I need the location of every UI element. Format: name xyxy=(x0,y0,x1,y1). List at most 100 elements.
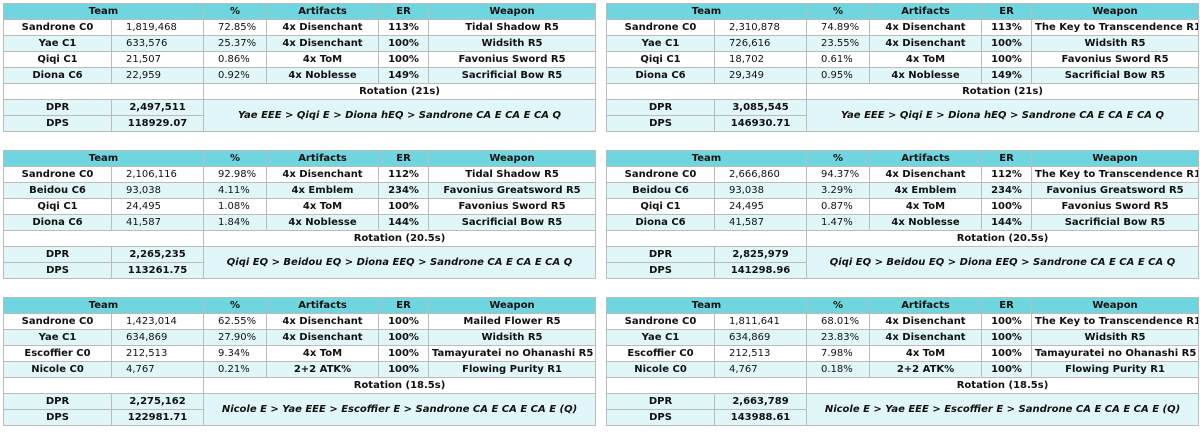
dps-label: DPS xyxy=(3,409,112,426)
rotation-label-row: Rotation (21s) xyxy=(605,83,1200,100)
dps-label: DPS xyxy=(606,115,715,132)
cell: 4x Disenchant xyxy=(869,19,983,36)
cell: 0.92% xyxy=(203,67,268,84)
cell: 113% xyxy=(378,19,430,36)
cell: 23.55% xyxy=(806,35,871,52)
cell: 93,038 xyxy=(110,182,205,199)
rotation: Nicole E > Yae EEE > Escoffier E > Sandr… xyxy=(806,393,1200,426)
dpr-label: DPR xyxy=(3,393,112,410)
header-cell: % xyxy=(203,297,268,314)
rotation-label-row: Rotation (18.5s) xyxy=(2,377,597,394)
data-row: Qiqi C1 24,495 1.08% 4x ToM 100% Favonius Swo… xyxy=(3,198,597,215)
cell: 4x ToM xyxy=(266,51,380,68)
cell: 18,702 xyxy=(713,51,808,68)
cell: Flowing Purity R1 xyxy=(428,361,597,378)
cell: 2,310,878 xyxy=(713,19,808,36)
data-row: Sandrone C0 2,106,116 92.98% 4x Disenchant 1… xyxy=(3,166,597,183)
cell: 4x Noblesse xyxy=(869,67,983,84)
dps-row: DPS 118929.07 xyxy=(3,115,596,132)
rotation: Yae EEE > Qiqi E > Diona hEQ > Sandrone … xyxy=(806,99,1200,132)
cell: 1,819,468 xyxy=(110,19,205,36)
cell: 2,106,116 xyxy=(110,166,205,183)
dpr-label: DPR xyxy=(3,246,112,263)
dps-label: DPS xyxy=(606,262,715,279)
empty-cell xyxy=(605,230,808,247)
rotation-label: Rotation (21s) xyxy=(806,83,1200,100)
data-row: Escoffier C0 212,513 9.34% 4x ToM 100% Tamayu… xyxy=(3,345,597,362)
cell: Flowing Purity R1 xyxy=(1031,361,1200,378)
header-cell: Team xyxy=(605,3,808,20)
cell: 27.90% xyxy=(203,329,268,346)
header-cell: Weapon xyxy=(1031,150,1200,167)
cell: 234% xyxy=(981,182,1033,199)
cell: Sandrone C0 xyxy=(3,166,112,183)
header-cell: Weapon xyxy=(428,297,597,314)
result-table: Team% Artifacts ER Weapon Sandrone C0 2,666,8… xyxy=(605,150,1200,279)
header-cell: % xyxy=(806,3,871,20)
cell: 0.95% xyxy=(806,67,871,84)
dpr-label: DPR xyxy=(606,99,715,116)
data-row: Sandrone C0 2,310,878 74.89% 4x Disenchant 1… xyxy=(606,19,1200,36)
header-cell: ER xyxy=(981,3,1033,20)
dps-value: 143988.61 xyxy=(713,409,808,426)
data-row: Qiqi C1 21,507 0.86% 4x ToM 100% Favonius Swo… xyxy=(3,51,597,68)
data-row: Qiqi C1 24,495 0.87% 4x ToM 100% Favonius Swo… xyxy=(606,198,1200,215)
header-cell: % xyxy=(203,150,268,167)
header-cell: Weapon xyxy=(428,150,597,167)
dpr-value: 2,825,979 xyxy=(713,246,808,263)
cell: Favonius Sword R5 xyxy=(428,198,597,215)
rotation-label: Rotation (21s) xyxy=(203,83,597,100)
dps-row: DPS 113261.75 xyxy=(3,262,596,279)
cell: 4x ToM xyxy=(266,345,380,362)
cell: 4x Noblesse xyxy=(869,214,983,231)
dps-value: 113261.75 xyxy=(110,262,205,279)
dpr-row: DPR 3,085,545 Yae EEE > Qiqi E > Diona hEQ… xyxy=(606,99,1200,132)
cell: Sandrone C0 xyxy=(3,313,112,330)
cell: Diona C6 xyxy=(606,67,715,84)
cell: Qiqi C1 xyxy=(3,51,112,68)
rotation: Yae EEE > Qiqi E > Diona hEQ > Sandrone … xyxy=(203,99,597,132)
cell: 100% xyxy=(378,35,430,52)
rotation-label-row: Rotation (20.5s) xyxy=(605,230,1200,247)
cell: The Key to Transcendence R1 xyxy=(1031,166,1200,183)
cell: 112% xyxy=(378,166,430,183)
cell: 41,587 xyxy=(110,214,205,231)
cell: 100% xyxy=(981,35,1033,52)
cell: 24,495 xyxy=(713,198,808,215)
data-row: Sandrone C0 1,423,014 62.55% 4x Disenchant 1… xyxy=(3,313,597,330)
header-cell: Artifacts xyxy=(266,3,380,20)
data-row: Yae C1 634,869 27.90% 4x Disenchant 100% Wids… xyxy=(3,329,597,346)
cell: 634,869 xyxy=(110,329,205,346)
data-row: Diona C6 29,349 0.95% 4x Noblesse 149% Sacrif… xyxy=(606,67,1200,84)
data-row: Yae C1 634,869 23.83% 4x Disenchant 100% Wids… xyxy=(606,329,1200,346)
data-row: Nicole C0 4,767 0.21% 2+2 ATK% 100% Flowing P… xyxy=(3,361,597,378)
cell: Sacrificial Bow R5 xyxy=(1031,67,1200,84)
result-table: Team% Artifacts ER Weapon Sandrone C0 2,310,8… xyxy=(605,3,1200,132)
header-cell: % xyxy=(806,297,871,314)
cell: Diona C6 xyxy=(3,67,112,84)
cell: 22,959 xyxy=(110,67,205,84)
cell: 234% xyxy=(378,182,430,199)
dps-label: DPS xyxy=(606,409,715,426)
cell: 4x Disenchant xyxy=(266,313,380,330)
cell: Widsith R5 xyxy=(1031,329,1200,346)
cell: 2,666,860 xyxy=(713,166,808,183)
empty-cell xyxy=(2,83,205,100)
cell: 144% xyxy=(981,214,1033,231)
cell: Qiqi C1 xyxy=(606,51,715,68)
cell: 4.11% xyxy=(203,182,268,199)
cell: Diona C6 xyxy=(606,214,715,231)
cell: Mailed Flower R5 xyxy=(428,313,597,330)
cell: 0.18% xyxy=(806,361,871,378)
rotation-label: Rotation (20.5s) xyxy=(203,230,597,247)
cell: 100% xyxy=(378,361,430,378)
cell: 4x Disenchant xyxy=(869,166,983,183)
dps-value: 122981.71 xyxy=(110,409,205,426)
cell: 4x Disenchant xyxy=(266,19,380,36)
cell: 3.29% xyxy=(806,182,871,199)
dps-row: DPS 146930.71 xyxy=(606,115,1199,132)
cell: Qiqi C1 xyxy=(3,198,112,215)
cell: 1.84% xyxy=(203,214,268,231)
cell: 634,869 xyxy=(713,329,808,346)
header-cell: ER xyxy=(378,150,430,167)
